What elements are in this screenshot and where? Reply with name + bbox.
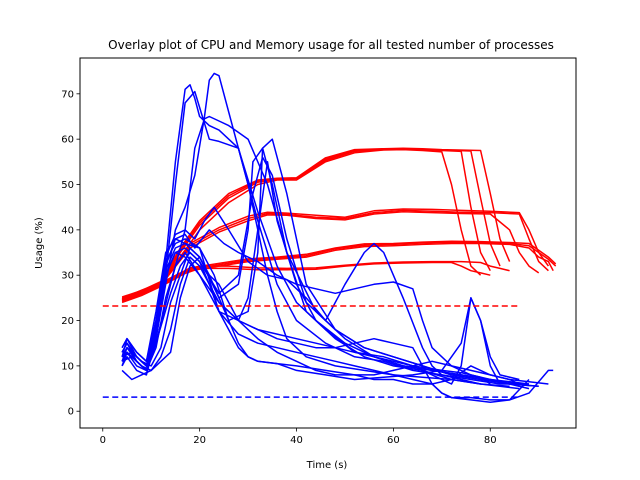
series-layer bbox=[121, 72, 557, 403]
y-tick-label: 50 bbox=[61, 180, 74, 191]
x-tick-label: 40 bbox=[290, 435, 303, 446]
memory-series-line-7 bbox=[121, 242, 554, 304]
cpu-series-line-25 bbox=[121, 251, 520, 385]
chart-title: Overlay plot of CPU and Memory usage for… bbox=[108, 38, 554, 52]
plot-frame bbox=[79, 57, 577, 429]
y-tick-label: 10 bbox=[61, 361, 74, 372]
y-tick-label: 60 bbox=[61, 135, 74, 146]
cpu-series-line-21 bbox=[121, 229, 530, 390]
x-tick-label: 0 bbox=[100, 435, 106, 446]
cpu-series-line-19 bbox=[121, 156, 539, 388]
cpu-series-line-26 bbox=[121, 256, 520, 385]
y-tick-label: 70 bbox=[61, 89, 74, 100]
y-tick-label: 0 bbox=[68, 407, 74, 418]
x-tick-label: 20 bbox=[193, 435, 206, 446]
cpu-series-line-27 bbox=[121, 247, 549, 385]
x-tick-label: 60 bbox=[387, 435, 400, 446]
x-tick-label: 80 bbox=[484, 435, 497, 446]
y-tick-label: 40 bbox=[61, 225, 74, 236]
x-axis-label: Time (s) bbox=[306, 460, 348, 471]
cpu-series-line-22 bbox=[121, 251, 554, 401]
x-axis: 0 20 40 60 80 bbox=[100, 428, 497, 446]
memory-series-line-6 bbox=[121, 208, 550, 300]
y-axis: 0 10 20 30 40 50 60 70 bbox=[61, 89, 80, 418]
y-tick-label: 20 bbox=[61, 316, 74, 327]
baseline-layer bbox=[102, 305, 520, 398]
y-axis-label: Usage (%) bbox=[34, 217, 45, 269]
y-tick-label: 30 bbox=[61, 271, 74, 282]
